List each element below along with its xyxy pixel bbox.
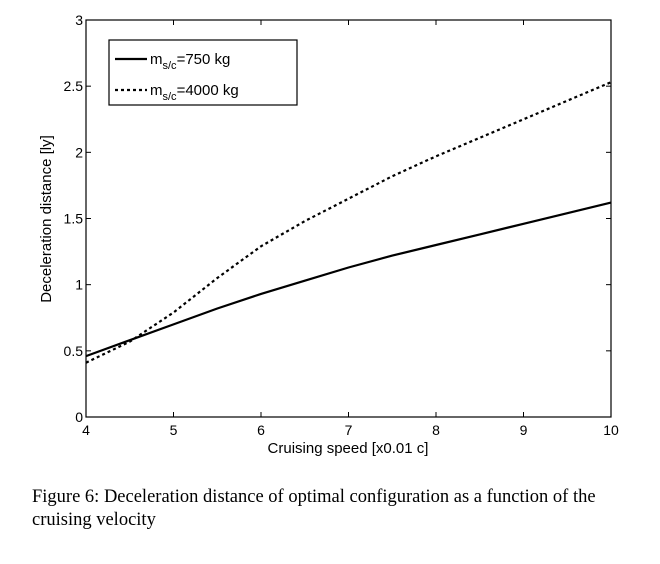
figure-caption: Figure 6: Deceleration distance of optim… xyxy=(32,487,596,530)
y-tick-labels: 0 0.5 1 1.5 2 2.5 3 xyxy=(64,12,84,425)
legend-box xyxy=(108,39,298,106)
series-lines xyxy=(85,81,612,364)
y-tick-label: 1.5 xyxy=(64,211,84,227)
x-tick-label: 9 xyxy=(520,422,528,438)
x-tick-label: 5 xyxy=(170,422,178,438)
legend: ms/c=750 kg ms/c=4000 kg xyxy=(108,39,298,106)
legend-entry-1: ms/c=750 kg xyxy=(150,51,230,72)
legend-entry-2-main: m xyxy=(150,82,163,99)
y-tick-label: 2.5 xyxy=(64,78,84,94)
axis-ticks xyxy=(85,19,612,418)
x-tick-label: 10 xyxy=(603,422,619,438)
x-tick-label: 4 xyxy=(82,422,90,438)
x-tick-label: 8 xyxy=(432,422,440,438)
x-tick-label: 6 xyxy=(257,422,265,438)
series-line-1-solid xyxy=(85,201,612,358)
legend-entry-2-sub: s/c xyxy=(163,91,178,103)
legend-entry-2-rest: =4000 kg xyxy=(177,82,239,99)
legend-entry-1-main: m xyxy=(150,51,163,68)
y-axis-label: Deceleration distance [ly] xyxy=(38,135,55,303)
x-tick-labels: 4 5 6 7 8 9 10 xyxy=(82,422,619,438)
chart: 4 5 6 7 8 9 10 0 0.5 1 1.5 2 2.5 3 Cruising speed [x… xyxy=(38,12,619,457)
legend-entry-2: ms/c=4000 kg xyxy=(150,82,239,103)
y-tick-label: 2 xyxy=(75,144,83,160)
y-tick-label: 0.5 xyxy=(64,343,84,359)
y-tick-label: 0 xyxy=(75,409,83,425)
x-axis-label: Cruising speed [x0.01 c] xyxy=(268,440,429,457)
legend-entry-1-sub: s/c xyxy=(163,60,178,72)
y-tick-label: 3 xyxy=(75,12,83,28)
legend-entry-1-rest: =750 kg xyxy=(177,51,231,68)
y-tick-label: 1 xyxy=(75,277,83,293)
x-tick-label: 7 xyxy=(345,422,353,438)
